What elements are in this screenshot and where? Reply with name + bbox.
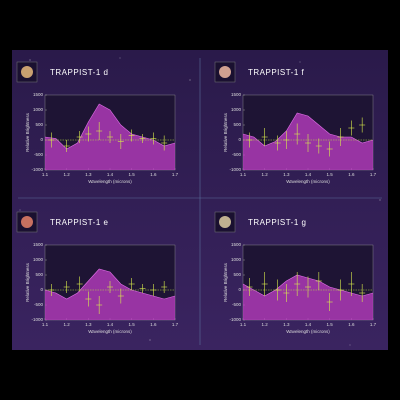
y-tick-label: -1000	[31, 167, 43, 172]
y-tick-label: 500	[35, 122, 43, 127]
x-tick-label: 1.3	[283, 172, 290, 177]
stars	[19, 57, 381, 346]
x-tick-label: 1.5	[129, 322, 136, 327]
y-tick-label: -500	[232, 302, 242, 307]
x-axis-label: Wavelength (microns)	[286, 179, 330, 184]
x-tick-label: 1.5	[327, 172, 334, 177]
x-tick-label: 1.7	[370, 172, 377, 177]
planet-icons	[16, 61, 236, 233]
x-axis-label: Wavelength (microns)	[286, 329, 330, 334]
x-tick-label: 1.2	[262, 322, 269, 327]
y-axis-label: Relative Brightness	[223, 262, 228, 302]
x-tick-label: 1.6	[348, 322, 355, 327]
x-tick-label: 1.3	[85, 172, 92, 177]
chart-title: TRAPPIST-1 g	[248, 218, 306, 227]
x-tick-label: 1.4	[107, 322, 114, 327]
y-tick-label: 500	[233, 272, 241, 277]
x-tick-label: 1.1	[42, 322, 49, 327]
x-axis-label: Wavelength (microns)	[88, 329, 132, 334]
y-tick-label: 1000	[231, 107, 242, 112]
y-tick-label: 1500	[231, 242, 242, 247]
y-tick-label: -500	[232, 152, 242, 157]
y-axis-label: Relative Brightness	[25, 262, 30, 302]
chart-title: TRAPPIST-1 f	[248, 68, 305, 77]
x-tick-label: 1.6	[150, 172, 157, 177]
y-tick-label: 1500	[33, 242, 44, 247]
y-tick-label: 0	[40, 137, 43, 142]
y-tick-label: 1000	[231, 257, 242, 262]
x-tick-label: 1.7	[370, 322, 377, 327]
y-tick-label: -500	[34, 302, 44, 307]
y-tick-label: -1000	[229, 167, 241, 172]
chart-title: TRAPPIST-1 d	[50, 68, 108, 77]
x-axis-label: Wavelength (microns)	[88, 179, 132, 184]
model-area	[45, 269, 175, 320]
y-axis-label: Relative Brightness	[223, 112, 228, 152]
chart-title: TRAPPIST-1 e	[50, 218, 109, 227]
y-tick-label: 1500	[231, 92, 242, 97]
y-tick-label: 1000	[33, 107, 44, 112]
y-tick-label: 1500	[33, 92, 44, 97]
y-axis-label: Relative Brightness	[25, 112, 30, 152]
y-tick-label: 0	[238, 287, 241, 292]
y-tick-label: 500	[35, 272, 43, 277]
y-tick-label: 1000	[33, 257, 44, 262]
x-tick-label: 1.1	[240, 172, 247, 177]
x-tick-label: 1.7	[172, 322, 179, 327]
x-tick-label: 1.5	[327, 322, 334, 327]
x-tick-label: 1.6	[348, 172, 355, 177]
y-tick-label: -1000	[229, 317, 241, 322]
y-tick-label: -1000	[31, 317, 43, 322]
x-tick-label: 1.2	[64, 322, 71, 327]
x-tick-label: 1.2	[64, 172, 71, 177]
x-tick-label: 1.7	[172, 172, 179, 177]
y-tick-label: -500	[34, 152, 44, 157]
x-tick-label: 1.2	[262, 172, 269, 177]
x-tick-label: 1.5	[129, 172, 136, 177]
y-tick-label: 0	[40, 287, 43, 292]
x-tick-label: 1.4	[305, 172, 312, 177]
y-tick-label: 0	[238, 137, 241, 142]
x-tick-label: 1.1	[42, 172, 49, 177]
x-tick-label: 1.1	[240, 322, 247, 327]
x-tick-label: 1.4	[107, 172, 114, 177]
x-tick-label: 1.3	[85, 322, 92, 327]
x-tick-label: 1.4	[305, 322, 312, 327]
x-tick-label: 1.6	[150, 322, 157, 327]
x-tick-label: 1.3	[283, 322, 290, 327]
y-tick-label: 500	[233, 122, 241, 127]
